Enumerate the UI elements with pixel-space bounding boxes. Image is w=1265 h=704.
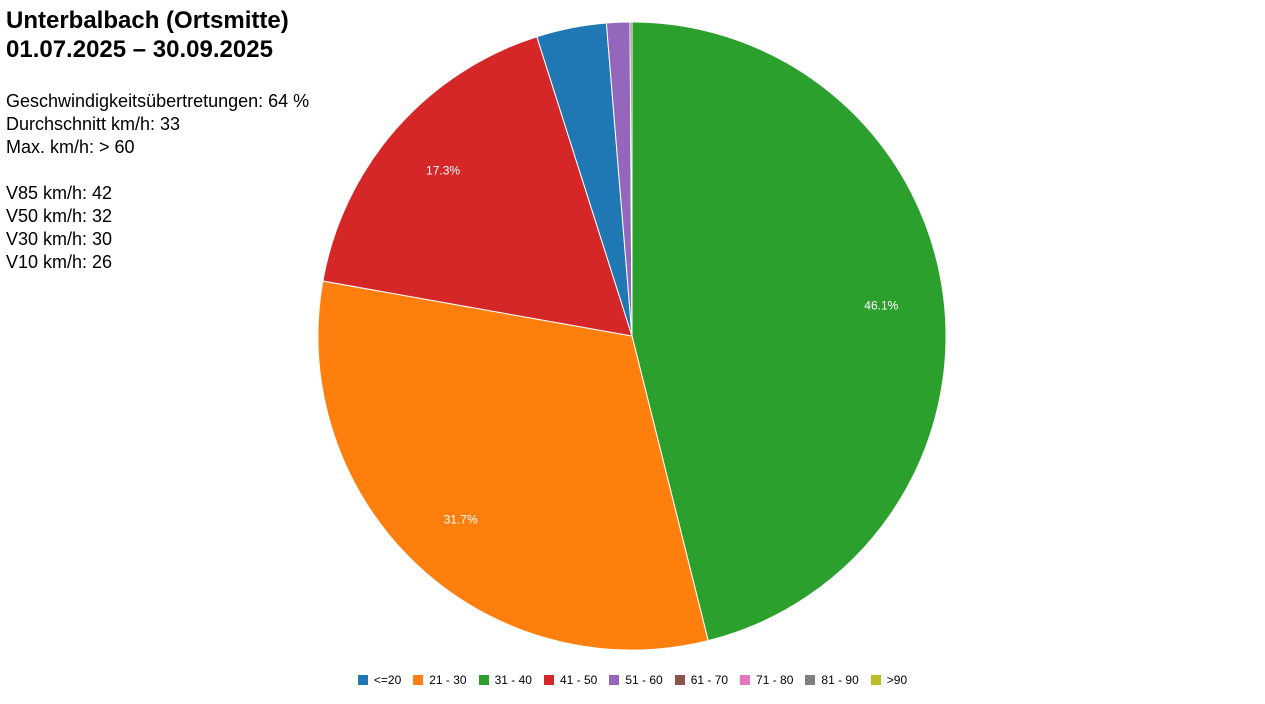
slice-label-31-40: 46.1% bbox=[864, 298, 898, 312]
slice-label-21-30: 31.7% bbox=[444, 513, 478, 527]
pie-slice-41-50 bbox=[322, 36, 633, 337]
legend-label: 61 - 70 bbox=[690, 673, 729, 687]
legend-label: 81 - 90 bbox=[821, 673, 859, 687]
pie-labels: 46.1% 31.7% 17.3% bbox=[426, 163, 899, 526]
legend-item[interactable]: >90 bbox=[870, 672, 908, 688]
legend-swatch bbox=[674, 675, 685, 685]
pie-slice-21-30 bbox=[317, 280, 709, 651]
chart-period: 01.07.2025 – 30.09.2025 bbox=[6, 36, 273, 63]
legend-label: >90 bbox=[886, 673, 908, 687]
legend-label: <=20 bbox=[373, 673, 402, 687]
stat-average: Durchschnitt km/h: 33 bbox=[6, 114, 181, 134]
legend-item[interactable]: <=20 bbox=[357, 672, 402, 688]
legend-item[interactable]: 71 - 80 bbox=[740, 672, 793, 688]
pie-slice-61-70 bbox=[629, 21, 633, 337]
chart-header: Unterbalbach (Ortsmitte) 01.07.2025 – 30… bbox=[6, 6, 289, 64]
legend-swatch bbox=[740, 675, 751, 685]
statistics-panel: Geschwindigkeitsübertretungen: 64 % Durc… bbox=[6, 90, 309, 274]
legend-label: 71 - 80 bbox=[756, 673, 794, 687]
pie-slices bbox=[317, 21, 947, 651]
slice-label-41-50: 17.3% bbox=[426, 163, 460, 177]
legend-label: 31 - 40 bbox=[494, 673, 532, 687]
legend-label: 41 - 50 bbox=[559, 673, 598, 687]
legend-swatch bbox=[609, 675, 620, 685]
stat-max: Max. km/h: > 60 bbox=[6, 137, 135, 157]
legend-swatch bbox=[805, 675, 816, 685]
chart-legend: <=20 21 - 30 31 - 40 41 - 50 51 - 60 61 - 70 7… bbox=[0, 672, 1265, 688]
stat-violations: Geschwindigkeitsübertretungen: 64 % bbox=[6, 91, 310, 111]
stat-v50: V50 km/h: 32 bbox=[6, 206, 113, 226]
stat-v30: V30 km/h: 30 bbox=[6, 229, 113, 249]
stat-v85: V85 km/h: 42 bbox=[6, 183, 113, 203]
chart-title: Unterbalbach (Ortsmitte) bbox=[6, 7, 289, 34]
legend-item[interactable]: 51 - 60 bbox=[609, 672, 663, 688]
legend-swatch bbox=[357, 675, 368, 685]
legend-item[interactable]: 41 - 50 bbox=[543, 672, 598, 688]
legend-item[interactable]: 81 - 90 bbox=[805, 672, 859, 688]
legend-swatch bbox=[870, 675, 881, 685]
legend-label: 21 - 30 bbox=[429, 673, 467, 687]
pie-slice-31-40 bbox=[631, 21, 947, 642]
stat-v10: V10 km/h: 26 bbox=[6, 252, 113, 272]
legend-label: 51 - 60 bbox=[625, 673, 663, 687]
legend-swatch bbox=[478, 675, 489, 685]
legend-item[interactable]: 21 - 30 bbox=[413, 672, 467, 688]
legend-item[interactable]: 31 - 40 bbox=[478, 672, 532, 688]
legend-swatch bbox=[413, 675, 424, 685]
legend-item[interactable]: 61 - 70 bbox=[674, 672, 729, 688]
legend-swatch bbox=[543, 675, 554, 685]
